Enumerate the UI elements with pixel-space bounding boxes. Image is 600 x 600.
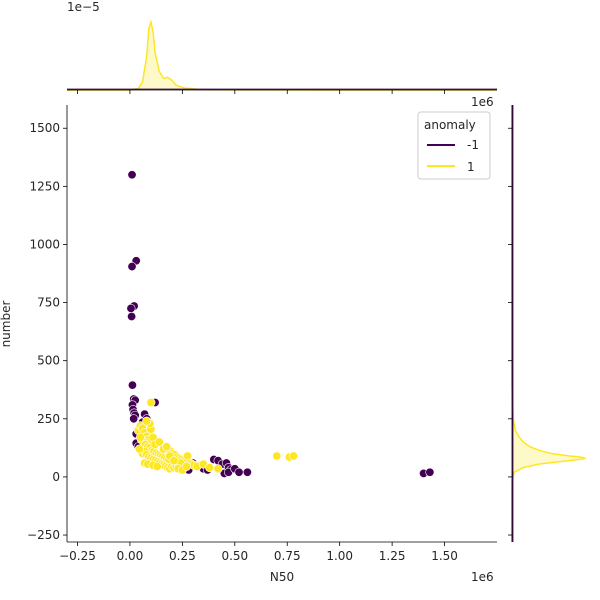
y-axis-label: number — [0, 301, 13, 348]
x-tick-label: 0.50 — [221, 549, 248, 563]
y-tick-label: 750 — [37, 296, 60, 310]
top-marginal-fill — [67, 21, 497, 90]
x-axis-label: N50 — [270, 570, 294, 584]
y-tick-label: 1500 — [29, 121, 60, 135]
x-tick-label: −0.25 — [59, 549, 96, 563]
right-marginal-offset-label: 1e6 — [471, 95, 494, 109]
top-marginal-density-area — [67, 18, 497, 91]
y-tick-label: −250 — [27, 528, 60, 542]
legend-title: anomaly — [424, 118, 476, 132]
right-marginal-plot: 1e6 — [471, 95, 586, 542]
scatter-point-anomaly-pos1 — [205, 463, 215, 473]
y-tick-label: 1250 — [29, 179, 60, 193]
scatter-point-anomaly-pos1 — [213, 464, 223, 474]
scatter-point-anomaly-pos1 — [162, 442, 172, 452]
main-plot: −0.25 0.00 0.25 0.50 0.75 1.00 1.25 1.50 −250 0 2… — [0, 105, 497, 584]
scatter-point-anomaly-neg1 — [126, 303, 136, 313]
scatter-point-anomaly-pos1 — [154, 437, 164, 447]
top-marginal-ticks — [77, 90, 445, 94]
scatter-point-anomaly-neg1 — [234, 467, 244, 477]
scatter-point-anomaly-neg1 — [242, 467, 252, 477]
scatter-point-anomaly-pos1 — [289, 451, 299, 461]
scatter-point-anomaly-neg1 — [127, 380, 137, 390]
scatter-point-anomaly-neg1 — [127, 170, 137, 180]
x-tick-label: 1.00 — [326, 549, 353, 563]
y-axis-ticks: −250 0 250 500 750 1000 1250 1500 — [27, 121, 67, 542]
x-axis-offset-label: 1e6 — [471, 570, 494, 584]
scatter-point-anomaly-pos1 — [134, 444, 144, 454]
y-tick-label: 250 — [37, 412, 60, 426]
scatter-points — [126, 170, 435, 478]
x-tick-label: 1.25 — [379, 549, 406, 563]
scatter-point-anomaly-pos1 — [169, 456, 179, 466]
y-tick-label: 500 — [37, 354, 60, 368]
x-tick-label: 1.50 — [431, 549, 458, 563]
scatter-point-anomaly-pos1 — [146, 398, 156, 408]
x-tick-label: 0.75 — [274, 549, 301, 563]
scatter-point-anomaly-pos1 — [182, 461, 192, 471]
scatter-point-anomaly-pos1 — [152, 461, 162, 471]
top-marginal-offset-label: 1e−5 — [67, 0, 100, 14]
right-marginal-fill — [512, 105, 586, 542]
scatter-point-anomaly-pos1 — [135, 432, 145, 442]
scatter-point-anomaly-pos1 — [142, 416, 152, 426]
scatter-point-anomaly-pos1 — [272, 451, 282, 461]
legend-label-neg1: -1 — [467, 138, 479, 152]
x-tick-label: 0.25 — [169, 549, 196, 563]
legend-label-pos1: 1 — [467, 160, 475, 174]
y-tick-label: 1000 — [29, 237, 60, 251]
right-marginal-ticks — [508, 127, 512, 536]
y-tick-label: 0 — [52, 470, 60, 484]
scatter-point-anomaly-neg1 — [127, 262, 137, 272]
right-marginal-line — [511, 105, 586, 542]
top-marginal-line — [67, 18, 497, 91]
x-tick-label: 0.00 — [117, 549, 144, 563]
scatter-point-anomaly-neg1 — [127, 312, 137, 322]
top-marginal-plot: 1e−5 — [67, 0, 497, 94]
right-marginal-density-area — [511, 105, 586, 542]
scatter-point-anomaly-neg1 — [129, 414, 139, 424]
legend: anomaly -1 1 — [417, 111, 491, 180]
scatter-point-anomaly-neg1 — [425, 467, 435, 477]
x-axis-ticks: −0.25 0.00 0.25 0.50 0.75 1.00 1.25 1.50 — [59, 542, 458, 563]
